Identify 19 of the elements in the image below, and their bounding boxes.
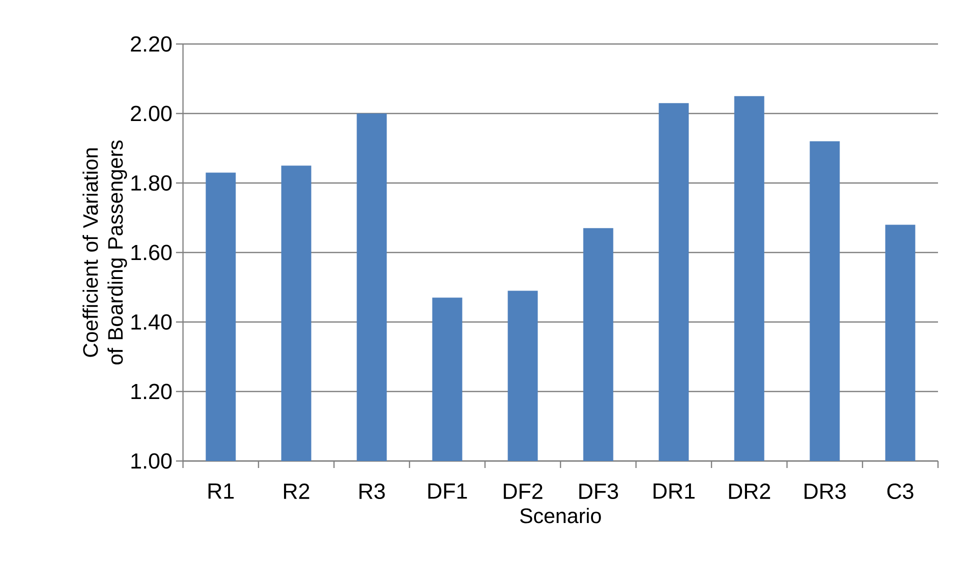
y-tick-label: 1.80 [131,175,172,191]
y-tick-label: 1.60 [131,244,172,260]
x-tick-label: DF3 [579,484,618,500]
x-tick-label: DR1 [654,484,695,499]
x-tick-label: DR3 [804,484,846,500]
x-tick-label: DF1 [428,484,467,499]
x-axis-title: Scenario [520,508,601,524]
x-tick-label: R2 [284,484,310,499]
x-tick-label: C3 [887,484,914,500]
y-tick-label: 1.00 [131,453,172,469]
x-tick-label: DF2 [504,484,542,499]
x-tick-label: DR2 [729,484,770,499]
x-tick-label: R3 [360,484,385,500]
y-tick-label: 1.20 [131,384,172,400]
y-tick-label: 1.40 [131,314,172,330]
y-tick-label: 2.00 [130,106,172,122]
y-axis-title: Coefficient of Variation of Boarding Passengers [82,140,127,364]
y-tick-label: 2.20 [130,36,172,52]
x-tick-label: R1 [208,484,234,499]
